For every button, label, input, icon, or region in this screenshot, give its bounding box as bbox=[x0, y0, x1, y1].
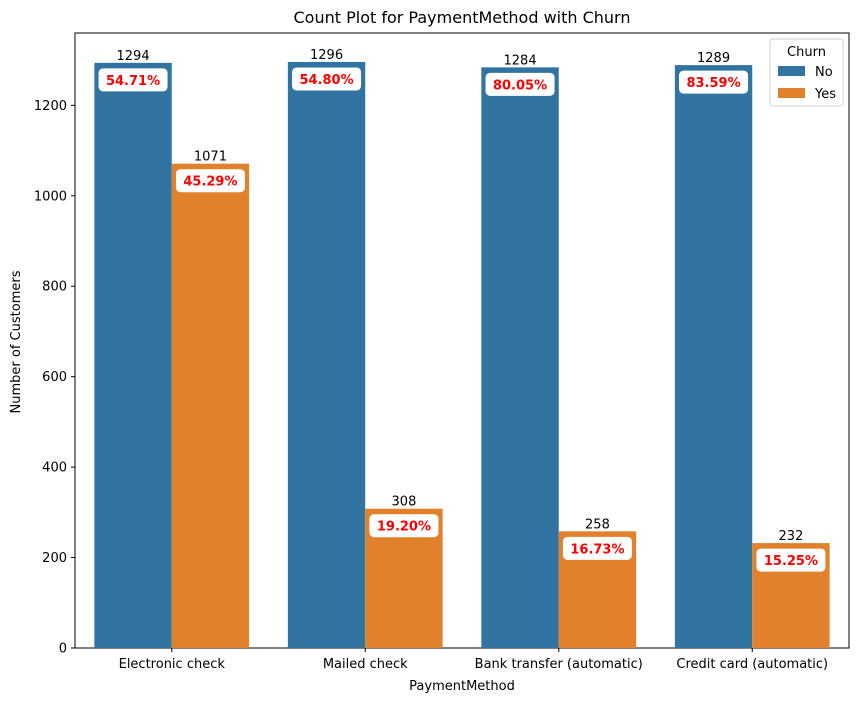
count-label: 258 bbox=[585, 517, 610, 532]
count-label: 232 bbox=[779, 529, 804, 544]
bar-yes bbox=[171, 163, 250, 648]
percent-label: 80.05% bbox=[493, 78, 547, 93]
percent-label-box bbox=[756, 548, 826, 572]
percent-label: 83.59% bbox=[686, 76, 740, 91]
bar-no bbox=[287, 61, 366, 649]
percent-label: 45.29% bbox=[183, 175, 237, 190]
y-axis-label: Number of Customers bbox=[9, 270, 24, 413]
x-tick-label: Mailed check bbox=[323, 657, 408, 672]
chart-title: Count Plot for PaymentMethod with Churn bbox=[294, 8, 631, 27]
percent-label: 54.71% bbox=[106, 74, 160, 89]
legend-swatch-no bbox=[778, 66, 805, 76]
y-tick-label: 1000 bbox=[34, 189, 67, 204]
legend-swatch-yes bbox=[778, 88, 805, 98]
percent-label-box bbox=[369, 514, 439, 538]
percent-label: 54.80% bbox=[299, 73, 353, 88]
legend-title: Churn bbox=[787, 45, 826, 60]
y-tick-label: 800 bbox=[42, 280, 67, 295]
bar-no bbox=[94, 62, 172, 649]
count-label: 1071 bbox=[194, 150, 227, 165]
count-label: 1296 bbox=[310, 48, 343, 63]
legend: Churn No Yes bbox=[769, 38, 844, 107]
percent-label-box bbox=[679, 70, 749, 94]
count-label: 1294 bbox=[117, 49, 150, 64]
percent-label-box bbox=[98, 68, 168, 92]
count-label: 1284 bbox=[504, 53, 537, 68]
percent-label: 19.20% bbox=[377, 520, 431, 535]
count-label: 308 bbox=[392, 495, 417, 510]
y-tick-label: 200 bbox=[42, 551, 67, 566]
legend-label-no: No bbox=[815, 65, 833, 80]
percent-label-box bbox=[292, 67, 362, 91]
percent-label-box bbox=[562, 536, 632, 560]
y-tick-label: 400 bbox=[42, 461, 67, 476]
percent-label-box bbox=[175, 169, 245, 193]
bar-no bbox=[674, 65, 753, 648]
percent-label: 16.73% bbox=[570, 542, 624, 557]
percent-label-box bbox=[485, 72, 555, 96]
x-tick-label: Electronic check bbox=[119, 657, 226, 672]
legend-label-yes: Yes bbox=[814, 87, 836, 102]
x-axis-label: PaymentMethod bbox=[409, 679, 515, 694]
plot-frame bbox=[74, 32, 850, 649]
y-tick-label: 0 bbox=[59, 642, 67, 657]
percent-label: 15.25% bbox=[764, 554, 818, 569]
plot-area: 0 200 400 600 800 1000 1200 Electronic check 129… bbox=[34, 32, 850, 672]
count-label: 1289 bbox=[697, 51, 730, 66]
x-tick-label: Credit card (automatic) bbox=[676, 657, 828, 672]
y-tick-label: 1200 bbox=[34, 99, 67, 114]
bar-no bbox=[481, 67, 559, 648]
x-tick-label: Bank transfer (automatic) bbox=[475, 657, 643, 672]
y-tick-label: 600 bbox=[42, 370, 67, 385]
